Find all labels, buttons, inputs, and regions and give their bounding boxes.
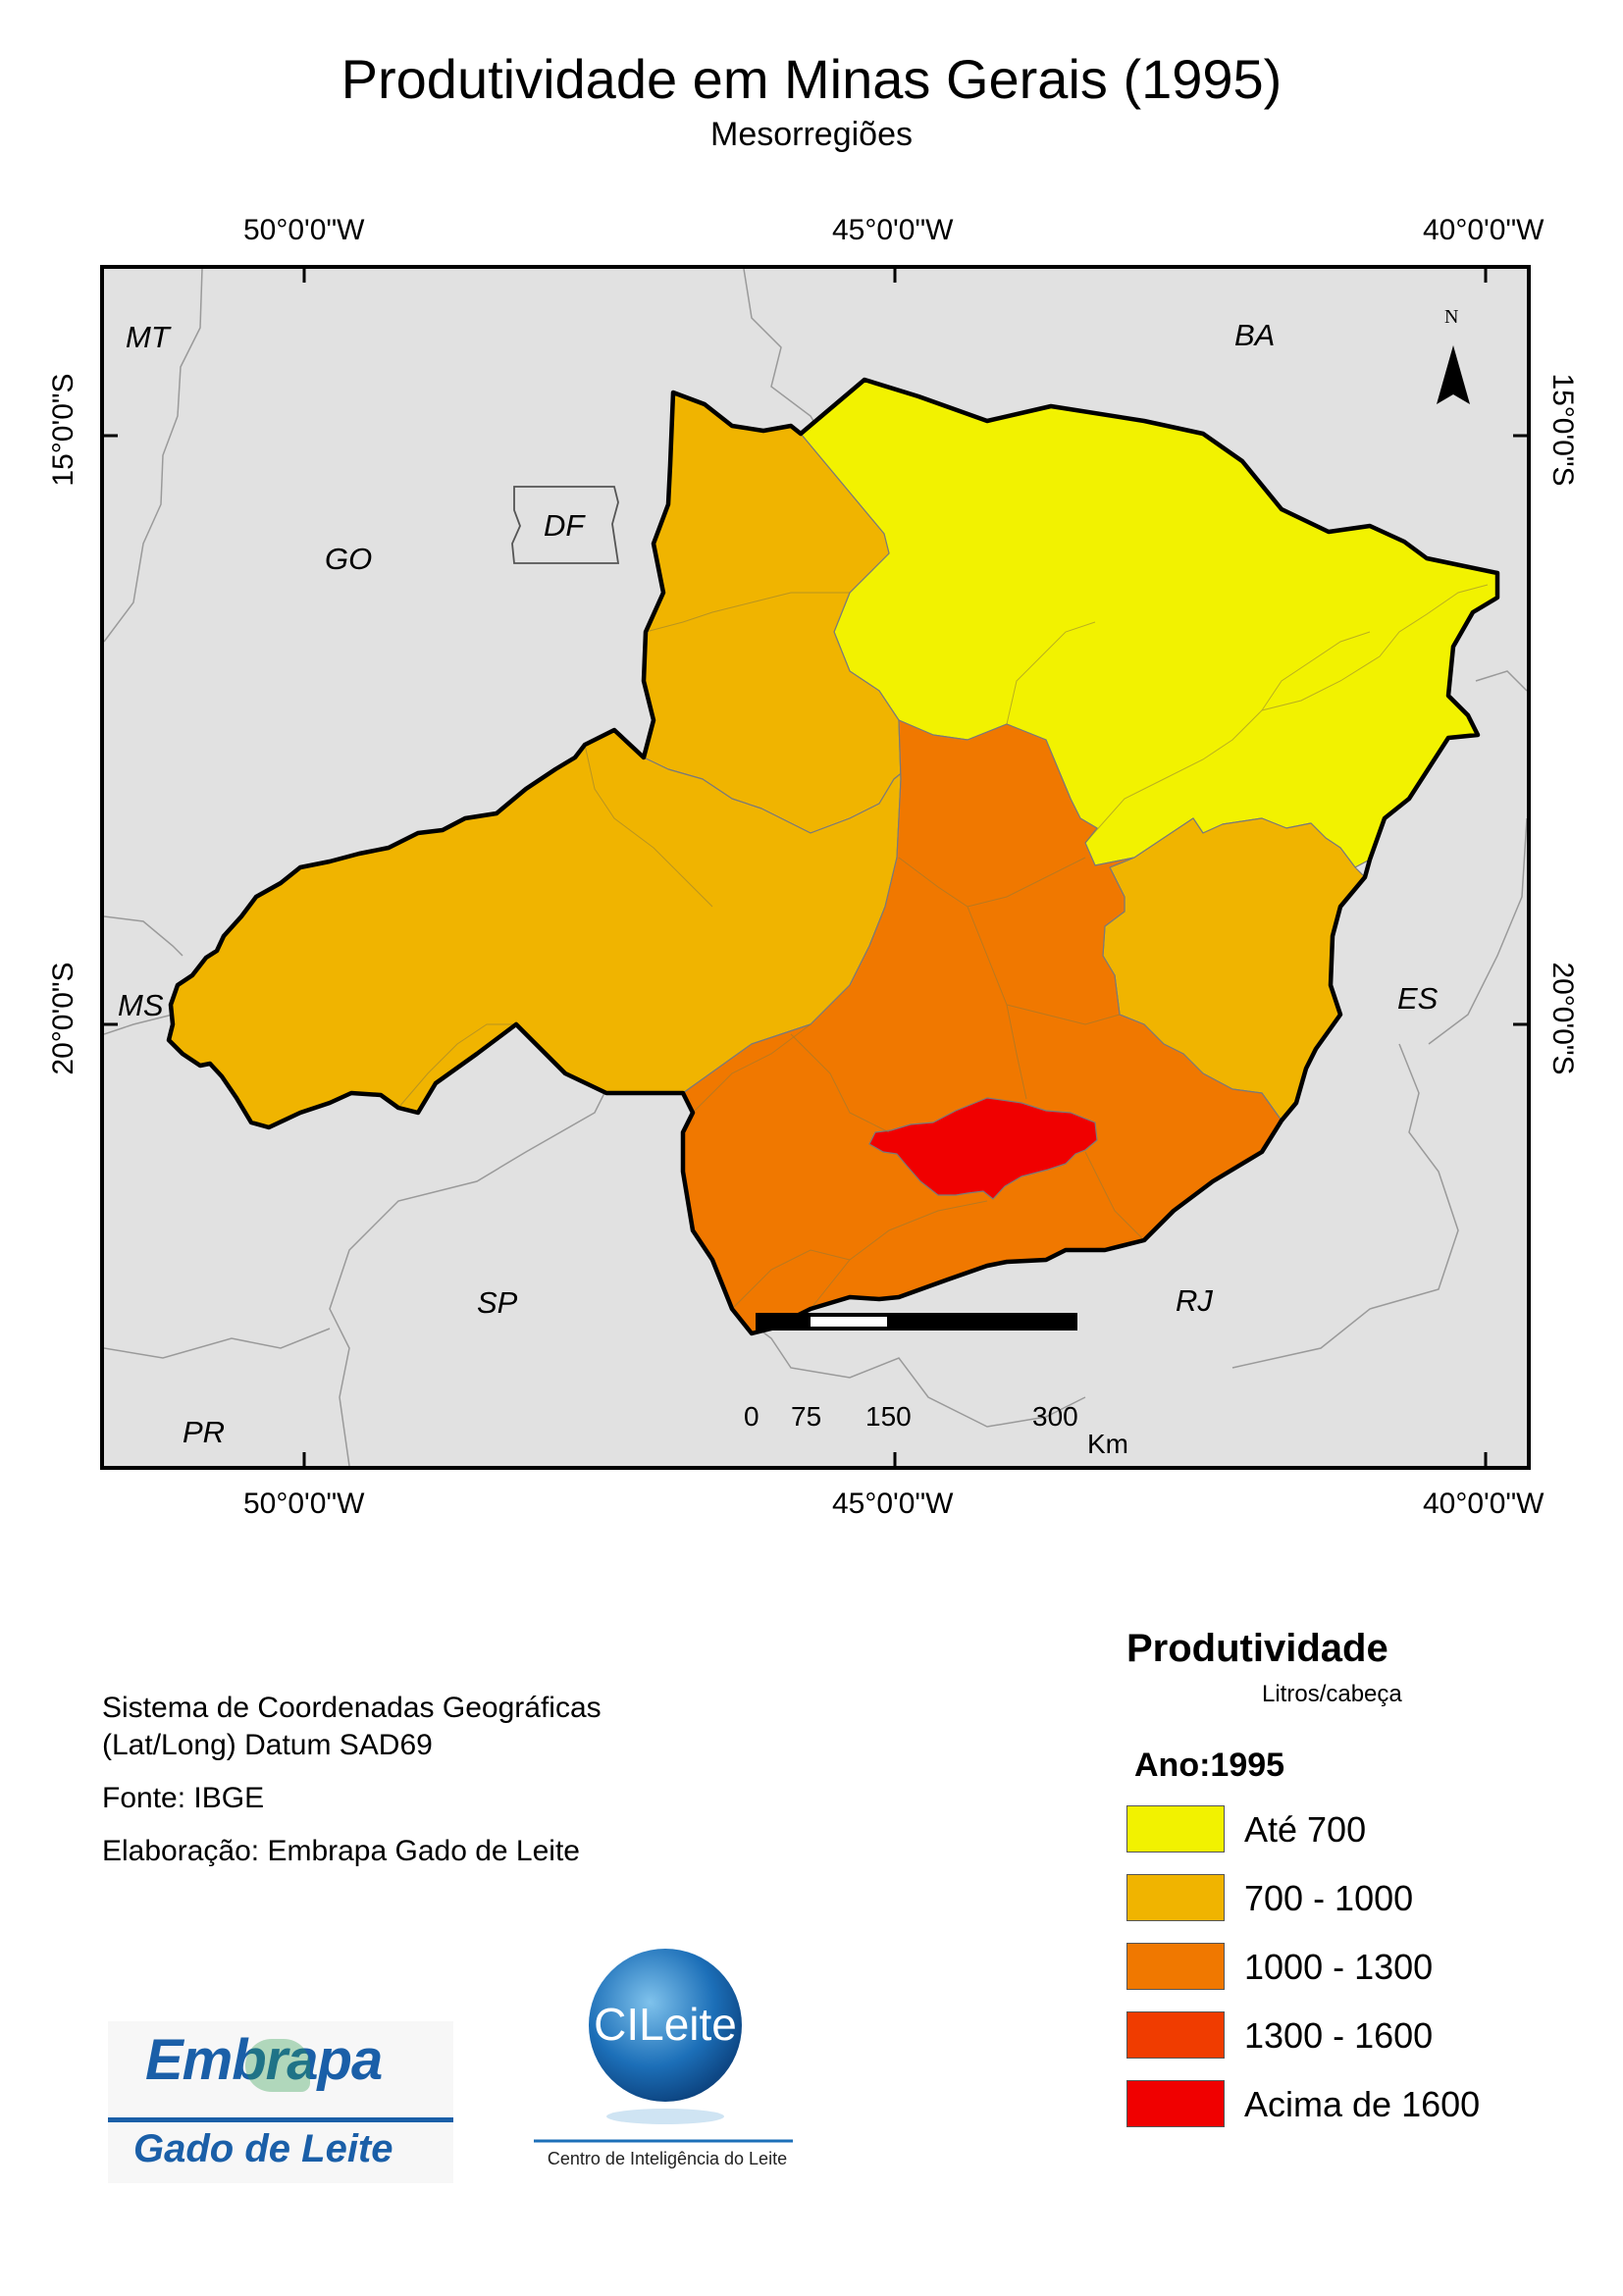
- embrapa-logo-unit: Gado de Leite: [133, 2127, 393, 2170]
- scale-unit: Km: [1087, 1429, 1128, 1459]
- embrapa-divider: [108, 2117, 453, 2122]
- state-label-mt: MT: [126, 320, 170, 354]
- map-title: Produtividade em Minas Gerais (1995): [340, 48, 1283, 110]
- cileite-logo: CILeite Centro de Inteligência do Leite: [528, 1945, 799, 2180]
- legend-swatch-ate-700: [1126, 1805, 1225, 1852]
- legend-swatch-1000-1300: [1126, 1943, 1225, 1990]
- legend-swatch-1300-1600: [1126, 2011, 1225, 2059]
- embrapa-leaf-icon: [245, 2039, 310, 2092]
- legend-label-1300-1600: 1300 - 1600: [1244, 2015, 1434, 2056]
- lon-label-top-50w: 50°0'0"W: [243, 214, 365, 246]
- lon-label-top-45w: 45°0'0"W: [832, 214, 954, 246]
- cileite-logo-name: CILeite: [594, 1999, 737, 2050]
- map-frame: N MT BA GO DF MS ES SP RJ PR 0 75 150 30…: [100, 265, 1531, 1470]
- state-label-sp: SP: [477, 1285, 518, 1320]
- legend-label-ate-700: Até 700: [1244, 1809, 1367, 1850]
- cileite-caption: Centro de Inteligência do Leite: [547, 2149, 788, 2168]
- legend-swatch-700-1000: [1126, 1874, 1225, 1921]
- lat-label-left-15s: 15°0'0"S: [47, 373, 79, 487]
- state-label-go: GO: [325, 542, 373, 576]
- scale-tick-300: 300: [1032, 1401, 1078, 1432]
- lon-label-bottom-45w: 45°0'0"W: [832, 1487, 954, 1520]
- legend-label-acima-1600: Acima de 1600: [1244, 2084, 1481, 2124]
- lat-label-right-15s: 15°0'0"S: [1546, 373, 1579, 487]
- legend-label-1000-1300: 1000 - 1300: [1244, 1947, 1434, 1987]
- state-label-es: ES: [1397, 981, 1439, 1016]
- source-text: Fonte: IBGE: [102, 1782, 265, 1814]
- crs-line-1: Sistema de Coordenadas Geográficas: [102, 1692, 602, 1724]
- crs-line-2: (Lat/Long) Datum SAD69: [102, 1729, 433, 1761]
- legend-unit: Litros/cabeça: [1262, 1681, 1402, 1707]
- state-label-ba: BA: [1234, 318, 1276, 352]
- embrapa-logo: Embrapa Gado de Leite: [108, 2021, 453, 2183]
- scale-tick-150: 150: [865, 1401, 912, 1432]
- lon-label-bottom-40w: 40°0'0"W: [1423, 1487, 1544, 1520]
- legend-year: Ano:1995: [1134, 1747, 1285, 1784]
- north-arrow-letter: N: [1444, 306, 1459, 328]
- author-text: Elaboração: Embrapa Gado de Leite: [102, 1835, 580, 1867]
- scale-bar: [756, 1313, 1077, 1331]
- lon-label-top-40w: 40°0'0"W: [1423, 214, 1544, 246]
- state-label-pr: PR: [183, 1415, 226, 1449]
- legend-swatch-acima-1600: [1126, 2080, 1225, 2127]
- legend-label-700-1000: 700 - 1000: [1244, 1878, 1414, 1918]
- lat-label-right-20s: 20°0'0"S: [1546, 962, 1579, 1075]
- state-label-rj: RJ: [1176, 1283, 1213, 1318]
- scale-tick-0: 0: [744, 1401, 759, 1432]
- embrapa-logo-name: Embrapa: [145, 2028, 383, 2092]
- map-subtitle: Mesorregiões: [710, 116, 913, 153]
- legend-title: Produtividade: [1126, 1627, 1388, 1670]
- scale-tick-75: 75: [791, 1401, 822, 1432]
- lon-label-bottom-50w: 50°0'0"W: [243, 1487, 365, 1520]
- north-arrow-icon: [1437, 345, 1470, 404]
- map-canvas: [104, 269, 1527, 1466]
- state-label-ms: MS: [118, 988, 164, 1022]
- lat-label-left-20s: 20°0'0"S: [47, 962, 79, 1075]
- cileite-globe-icon: [534, 1949, 793, 2143]
- state-label-df: DF: [544, 508, 585, 543]
